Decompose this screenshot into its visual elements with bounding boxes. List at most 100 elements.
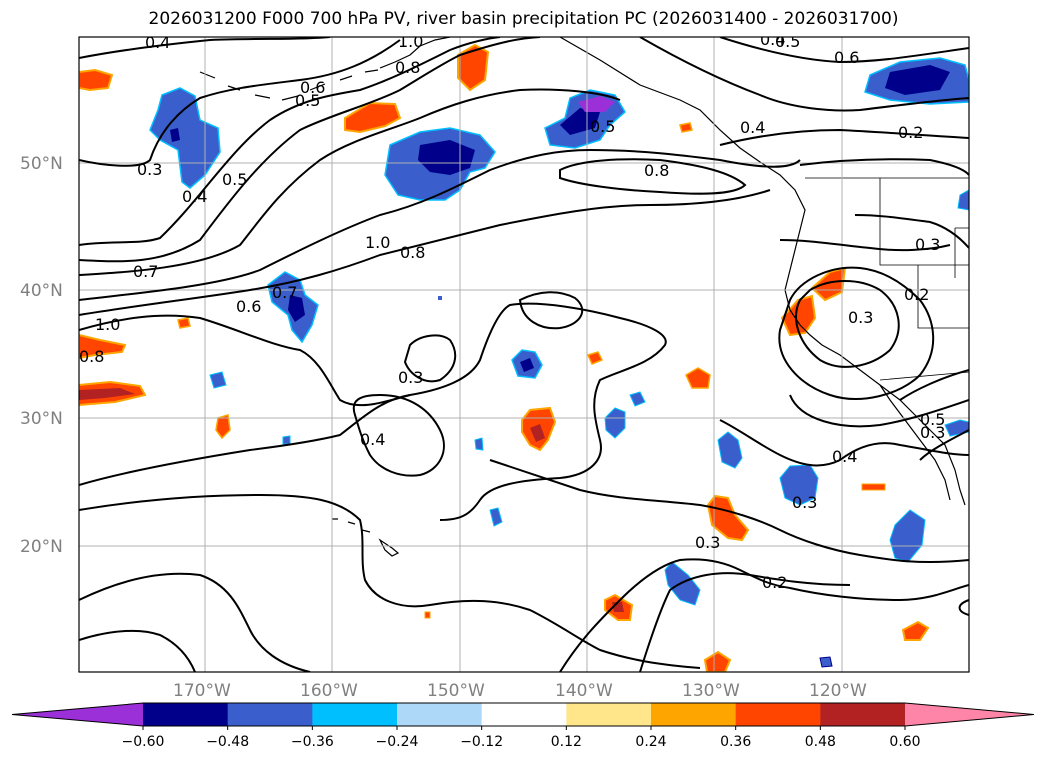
- colorbar-segment: [227, 703, 313, 726]
- anomaly-patch: [679, 122, 693, 133]
- pv-contour: [403, 334, 457, 383]
- colorbar-extend-high: [905, 703, 1034, 726]
- mexico-border: [879, 371, 969, 381]
- contour-label: 0.5: [222, 170, 247, 189]
- colorbar-segment: [820, 703, 906, 726]
- contour-label: 0.4: [760, 30, 785, 49]
- contour-label: 0.6: [300, 78, 325, 97]
- contour-label: 0.3: [137, 160, 162, 179]
- anomaly-patch: [957, 189, 969, 211]
- contour-label: 0.7: [133, 262, 158, 281]
- lat-label: 50°N: [20, 154, 63, 174]
- pv-contours: [79, 37, 969, 672]
- anomaly-patch: [288, 295, 305, 322]
- colorbar-segment: [651, 703, 737, 726]
- colorbar-tick-label: 0.24: [635, 734, 666, 750]
- anomaly-patch: [706, 494, 750, 542]
- contour-label: 0.5: [920, 410, 945, 429]
- lon-label: 120°W: [809, 681, 867, 701]
- colorbar-tick-label: −0.60: [122, 734, 165, 750]
- contour-label: 0.2: [904, 285, 929, 304]
- anomaly-patch: [282, 435, 291, 445]
- lat-label: 40°N: [20, 281, 63, 301]
- pv-contour: [719, 37, 969, 64]
- anomaly-patch: [780, 294, 817, 337]
- map-title: 2026031200 F000 700 hPa PV, river basin …: [148, 9, 899, 29]
- anomaly-patch: [215, 414, 231, 440]
- contour-label: 0.5: [295, 91, 320, 110]
- colorbar-tick-label: −0.48: [206, 734, 249, 750]
- anomaly-patch: [885, 65, 950, 95]
- contour-label: 0.3: [695, 533, 720, 552]
- pv-contour: [559, 558, 969, 672]
- colorbar-tick-label: −0.12: [460, 734, 503, 750]
- pv-contour: [719, 128, 969, 146]
- contour-label: 0.8: [644, 161, 669, 180]
- aleutian-islands: [199, 69, 379, 101]
- pv-contour: [559, 158, 747, 195]
- pv-contour: [778, 266, 935, 400]
- colorbar-segment: [481, 703, 567, 726]
- colorbar-tick-label: −0.24: [376, 734, 419, 750]
- pv-contour: [899, 369, 969, 401]
- hawaii-islands: [332, 518, 400, 557]
- anomaly-patch: [520, 358, 534, 372]
- anomaly-patch: [810, 266, 847, 302]
- lon-label: 130°W: [682, 681, 740, 701]
- anomaly-patch: [438, 296, 442, 300]
- colorbar-segment: [397, 703, 483, 726]
- pv-contour: [789, 394, 969, 428]
- pv-contour: [79, 37, 541, 263]
- pv-contour: [779, 239, 951, 252]
- contour-label: 0.3: [915, 235, 940, 254]
- pv-contour: [79, 39, 401, 167]
- anomaly-patch: [177, 317, 191, 329]
- contour-labels: 0.4 1.0 0.8 0.6 0.5 0.4 0.6 0.5 0.4 0.2 …: [79, 30, 945, 592]
- pv-contour: [639, 37, 969, 112]
- anomaly-patch: [79, 68, 114, 92]
- lon-label: 150°W: [427, 681, 485, 701]
- pv-contour: [919, 429, 969, 461]
- contour-label: 0.2: [762, 573, 787, 592]
- lon-label: 160°W: [300, 681, 358, 701]
- anomaly-patch: [170, 128, 180, 142]
- pv-contour: [79, 37, 331, 59]
- anomaly-patch: [685, 367, 711, 389]
- colorbar-tick-label: 0.48: [805, 734, 836, 750]
- us-border: [805, 177, 969, 329]
- contour-label: 0.5: [775, 32, 800, 51]
- pv-contour: [79, 37, 501, 246]
- colorbar-segment: [312, 703, 398, 726]
- pv-contour: [489, 459, 969, 564]
- map-frame: [78, 36, 970, 673]
- anomaly-patch: [901, 620, 930, 641]
- lon-label: 140°W: [555, 681, 613, 701]
- pv-contour: [639, 572, 851, 672]
- contour-label: 0.3: [848, 308, 873, 327]
- contour-label: 0.5: [590, 117, 615, 136]
- anomaly-patch: [418, 140, 475, 175]
- anomaly-patch: [79, 388, 135, 400]
- pv-contour: [854, 214, 969, 249]
- anomaly-patch: [79, 333, 127, 360]
- colorbar-segment: [735, 703, 821, 726]
- pv-contour: [795, 280, 900, 368]
- colorbar-extend-low: [12, 703, 143, 726]
- anomaly-patch: [629, 391, 646, 407]
- anomaly-patch: [489, 507, 503, 527]
- contour-label: 0.8: [79, 347, 104, 366]
- anomaly-patch: [819, 656, 833, 668]
- colorbar-tick-label: 0.12: [551, 734, 582, 750]
- anomaly-patch: [474, 437, 484, 451]
- anomaly-patch: [457, 43, 490, 92]
- anomaly-patch: [560, 108, 600, 135]
- pv-contour: [79, 148, 801, 301]
- pv-contour: [79, 629, 196, 672]
- anomaly-patch: [703, 650, 732, 672]
- colorbar-tick-label: −0.36: [291, 734, 334, 750]
- anomaly-patch: [861, 483, 886, 491]
- anomaly-patch: [779, 464, 819, 506]
- alaska-coast: [379, 37, 451, 69]
- colorbar-segment: [566, 703, 652, 726]
